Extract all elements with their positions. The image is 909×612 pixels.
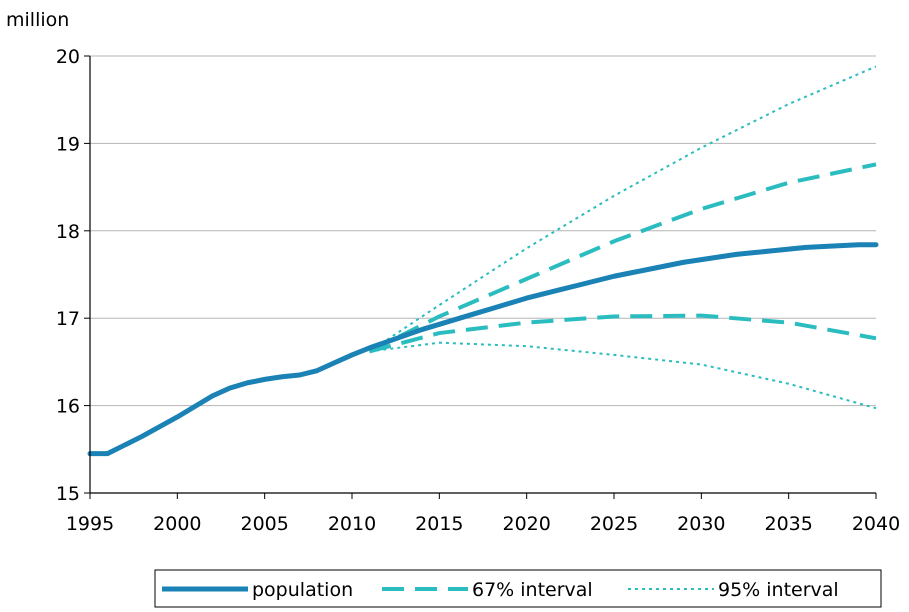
x-tick-label: 1995 [66,513,114,535]
x-tick-label: 2025 [590,513,638,535]
x-tick-label: 2000 [153,513,201,535]
y-tick-label: 18 [56,221,80,243]
axes [89,56,876,494]
series-line-3 [368,65,877,353]
x-axis-ticks: 1995 2000 2005 2010 2015 2020 2025 2030 2035 2040 [66,493,900,535]
y-tick-label: 15 [56,483,80,505]
y-tick-label: 17 [56,308,80,330]
x-tick-label: 2035 [764,513,812,535]
y-axis-ticks: 15 16 17 18 19 20 [56,46,90,505]
gridlines [90,55,876,407]
y-axis-unit-label: million [6,9,69,31]
x-tick-label: 2015 [415,513,463,535]
x-tick-label: 2005 [240,513,288,535]
series-group [87,65,879,457]
legend-box [154,569,882,608]
x-tick-label: 2010 [328,513,376,535]
legend-label-population: population [252,579,353,601]
y-tick-label: 16 [56,396,80,418]
legend-label-67-interval: 67% interval [472,579,593,601]
x-tick-label: 2030 [677,513,725,535]
legend-label-95-interval: 95% interval [718,579,839,601]
series-line-1 [368,162,877,354]
series-line-0 [87,242,879,457]
x-tick-label: 2020 [502,513,550,535]
x-tick-label: 2040 [852,513,900,535]
y-tick-label: 19 [56,133,80,155]
legend: population 67% interval 95% interval [154,569,882,608]
series-line-4 [369,341,877,410]
y-tick-label: 20 [56,46,80,68]
series-line-2 [368,313,877,354]
